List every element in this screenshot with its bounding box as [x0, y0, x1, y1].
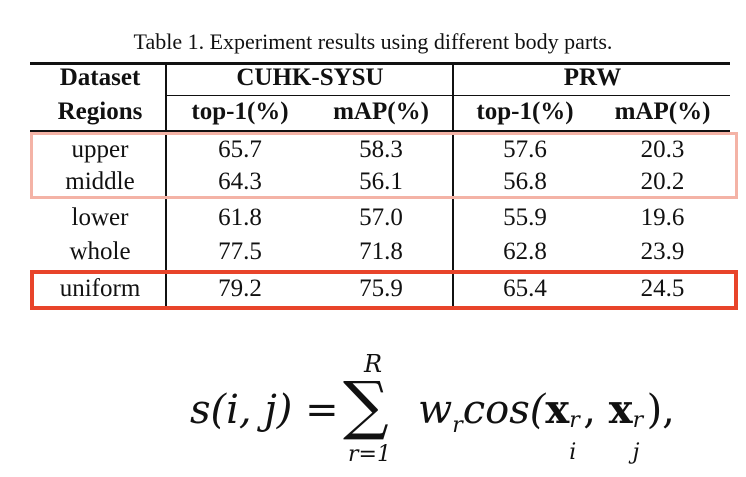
table-top-rule	[30, 62, 730, 65]
row-whole-cuhk-map: 71.8	[359, 238, 403, 265]
row-uniform-region: uniform	[59, 275, 141, 302]
header-dataset: Dataset	[59, 64, 141, 91]
row-uniform-prw-top1: 65.4	[503, 275, 547, 302]
header-cuhk-map: mAP(%)	[333, 98, 429, 125]
formula-x2-sup: r	[632, 408, 644, 433]
formula-term: wrcos(x r i, x r j),	[418, 386, 675, 465]
header-prw-map: mAP(%)	[614, 98, 711, 125]
row-middle-cuhk-top1: 64.3	[218, 168, 262, 195]
row-uniform-prw-map: 24.5	[640, 275, 685, 302]
formula-x2: x	[608, 386, 633, 433]
row-whole-region: whole	[69, 238, 131, 265]
first-column-divider	[165, 63, 167, 307]
group-header-rule	[165, 95, 730, 97]
row-middle-prw-top1: 56.8	[503, 168, 547, 195]
highlight-box-uniform	[30, 270, 738, 310]
formula-x1: x	[545, 386, 570, 433]
row-lower-prw-top1: 55.9	[503, 204, 547, 231]
row-middle-cuhk-map: 56.1	[359, 168, 403, 195]
row-lower-cuhk-top1: 61.8	[218, 204, 262, 231]
formula-tail: ),	[646, 387, 675, 433]
header-cuhk-top1: top-1(%)	[191, 98, 289, 125]
formula-cos: cos(	[462, 387, 546, 433]
row-upper-prw-map: 20.3	[640, 136, 685, 163]
row-lower-region: lower	[71, 204, 129, 231]
group-divider	[452, 63, 454, 307]
formula-sum-upper: R	[364, 350, 383, 378]
formula-x1-sup: r	[569, 408, 580, 433]
row-whole-cuhk-top1: 77.5	[218, 238, 262, 265]
row-upper-cuhk-top1: 65.7	[218, 136, 262, 163]
header-prw: PRW	[563, 64, 622, 91]
header-cuhk-sysu: CUHK-SYSU	[236, 64, 384, 91]
formula-lhs: s(i, j) =	[190, 387, 339, 433]
row-uniform-cuhk-top1: 79.2	[218, 275, 262, 302]
row-upper-cuhk-map: 58.3	[359, 136, 403, 163]
formula-weight-sub: r	[452, 413, 463, 438]
formula-weight: w	[418, 387, 453, 433]
row-lower-cuhk-map: 57.0	[359, 204, 403, 231]
formula-x2-sub: j	[632, 440, 640, 465]
row-middle-region: middle	[65, 168, 135, 195]
highlight-box-upper-middle	[30, 132, 738, 199]
header-regions: Regions	[57, 98, 143, 125]
formula-comma: ,	[583, 387, 609, 433]
summation-symbol: ∑	[343, 369, 389, 443]
formula-x1-sub: i	[569, 440, 577, 465]
table-caption: Table 1. Experiment results using differ…	[133, 29, 613, 54]
header-prw-top1: top-1(%)	[476, 98, 574, 125]
row-whole-prw-top1: 62.8	[503, 238, 547, 265]
row-whole-prw-map: 23.9	[640, 238, 685, 265]
row-upper-region: upper	[71, 136, 129, 163]
formula-main: s(i, j) =	[190, 386, 339, 434]
header-bottom-rule	[30, 130, 730, 132]
formula-sum-lower: r=1	[348, 442, 391, 467]
row-middle-prw-map: 20.2	[640, 168, 685, 195]
row-uniform-cuhk-map: 75.9	[359, 275, 403, 302]
row-upper-prw-top1: 57.6	[503, 136, 547, 163]
row-lower-prw-map: 19.6	[640, 204, 685, 231]
